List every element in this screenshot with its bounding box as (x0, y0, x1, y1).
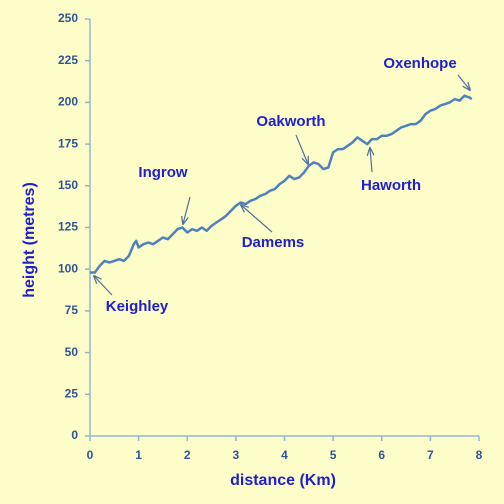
y-tick-label: 75 (65, 303, 79, 317)
annotation: Oxenhope (383, 55, 456, 72)
annotation-arrow (457, 74, 470, 90)
x-tick-label: 7 (427, 448, 434, 462)
annotation-arrow (183, 196, 191, 224)
y-tick-label: 175 (58, 136, 78, 150)
y-tick-label: 225 (58, 53, 78, 67)
annotation: Ingrow (138, 164, 187, 181)
annotation: Haworth (361, 177, 421, 194)
x-axis-title: distance (Km) (230, 472, 336, 489)
y-tick-label: 0 (71, 428, 78, 442)
x-tick-label: 0 (87, 448, 94, 462)
annotation: Oakworth (256, 113, 325, 130)
y-tick-label: 250 (58, 11, 78, 25)
y-tick-label: 25 (65, 386, 79, 400)
y-tick-label: 100 (58, 261, 78, 275)
y-tick-label: 150 (58, 178, 78, 192)
x-tick-label: 2 (184, 448, 191, 462)
y-tick-label: 125 (58, 220, 78, 234)
annotation-arrow (94, 276, 113, 296)
x-tick-label: 4 (281, 448, 288, 462)
y-axis-title: height (metres) (21, 182, 38, 298)
x-tick-label: 3 (233, 448, 240, 462)
x-tick-label: 5 (330, 448, 337, 462)
annotation-arrow (295, 134, 308, 164)
annotation: Keighley (106, 298, 169, 315)
y-tick-label: 200 (58, 95, 78, 109)
annotation-arrow (370, 148, 372, 173)
annotation-arrow (241, 205, 273, 233)
y-tick-label: 50 (65, 345, 79, 359)
elevation-line (90, 94, 473, 274)
annotation: Damems (242, 234, 305, 251)
x-tick-label: 6 (378, 448, 385, 462)
x-tick-label: 8 (476, 448, 483, 462)
x-tick-label: 1 (135, 448, 142, 462)
